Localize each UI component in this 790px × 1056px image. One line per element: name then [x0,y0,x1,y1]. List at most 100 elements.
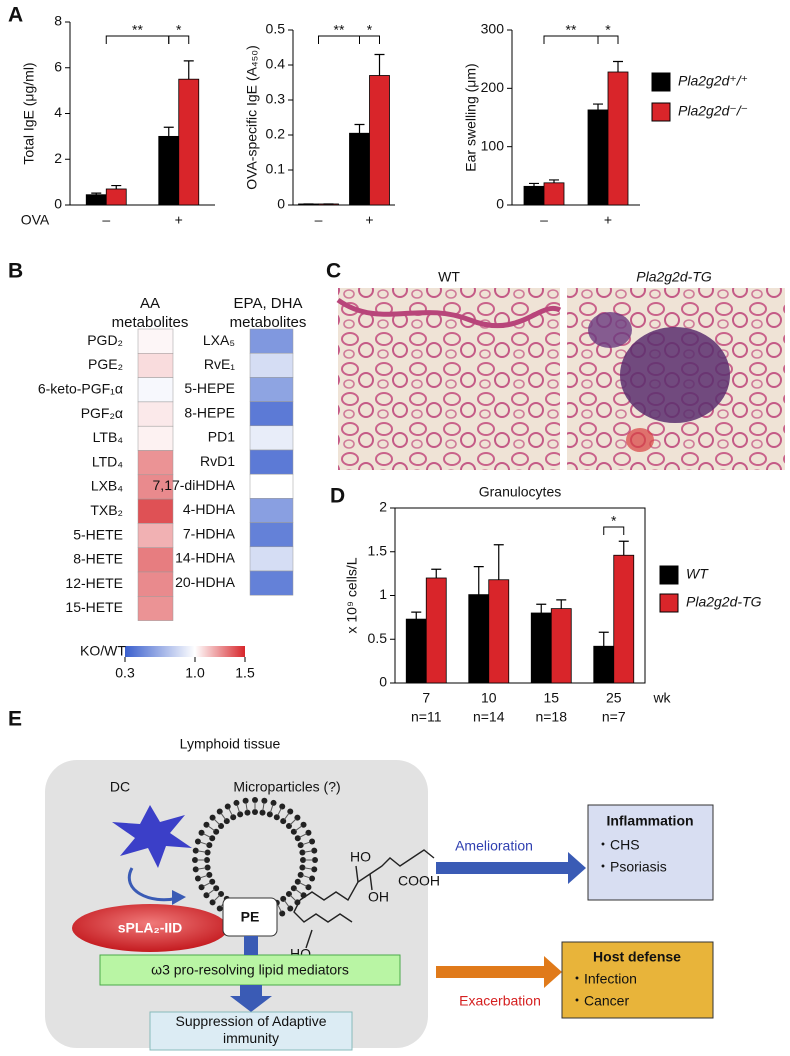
lipid-head [237,811,244,818]
row-label: 6-keto-PGF₁α [38,380,123,396]
lipid-head [206,871,213,878]
x-tick-label: + [365,212,373,228]
heatmap-cell [137,596,174,621]
y-tick-label: 0.5 [266,21,286,37]
row-label: PGF₂α [81,405,123,421]
legend-label: WT [686,566,709,582]
lipid-head [204,864,211,871]
x-tick-label: 25 [606,690,622,706]
error-bar [598,631,609,647]
row-label: RvE₁ [204,356,235,372]
bar [530,612,552,684]
y-tick-label: 1.5 [368,542,388,558]
lipid-head [194,875,201,882]
effect-title: Inflammation [606,813,693,829]
error-bar [431,568,442,578]
mediator-box [99,954,401,986]
outcome-label: Suppression of Adaptive immunity [175,1013,327,1046]
error-bar [374,53,385,76]
y-tick-label: 0.4 [266,56,286,72]
bar [369,75,390,206]
lipid-tail [299,882,307,887]
image-label: WT [438,269,460,285]
tissue-detail [336,297,562,329]
heatmap-cell [137,425,174,451]
molecule-label: HO [350,849,371,865]
legend-label: Pla2g2d-TG [686,594,762,610]
lipid-head [233,799,240,806]
heatmap-cell [249,498,294,523]
y-tick-label: 2 [379,499,387,515]
lipid-head [192,857,198,863]
x-tick-label: – [102,212,110,228]
lipid-tail [295,888,303,895]
significance-label: ** [334,22,345,38]
bar [105,188,127,206]
effect-item: ・Psoriasis [596,859,667,875]
row-label: 15-HETE [65,599,123,615]
image-label: Pla2g2d-TG [636,269,712,285]
lipid-tail [269,804,274,813]
row-label: 8-HETE [73,551,123,567]
molecule-bond [355,865,359,883]
lipid-head [206,842,213,849]
lipid-head [261,797,268,804]
colorbar-tick-label: 1.0 [185,665,205,681]
bar [550,608,572,684]
lipid-head [297,842,304,849]
bar [587,109,609,206]
lipid-head [299,864,306,871]
lipid-head [224,803,231,810]
lipid-head [244,809,251,816]
infiltrate [620,327,730,423]
lipid-head [192,847,199,854]
molecule-bond [305,929,313,949]
y-tick-label: 200 [481,79,505,95]
heatmap-cell [249,546,294,572]
heatmap-cell [249,425,294,451]
significance-bracket [359,35,380,44]
lipid-tail [302,874,311,879]
lipid-head [279,803,286,810]
y-tick-label: 0.2 [266,126,286,142]
bar [523,185,545,206]
y-tick-label: 6 [54,58,62,74]
lipid-tail [283,812,290,820]
lipid-tail [277,808,282,816]
lipid-label: PE [241,909,260,925]
y-axis-label: OVA-specific IgE (A₄₅₀) [244,45,260,190]
heatmap-cell [137,377,174,403]
chart-title: Granulocytes [479,484,561,500]
particle-label: Microparticles (?) [233,779,340,795]
lipid-tail [213,818,220,825]
significance-bracket [597,35,619,44]
legend-swatch [651,72,671,92]
bar [349,132,370,206]
effect-item: ・Cancer [570,993,629,1009]
heatmap-cell [249,377,294,402]
significance-bracket [168,35,190,44]
lipid-head [297,871,304,878]
panel-letter: D [330,485,345,508]
lipid-tail [220,812,227,820]
row-label: RvD1 [200,453,235,469]
lipid-head [305,829,312,836]
microparticle [192,797,318,923]
legend-swatch [659,565,679,585]
lipid-head [300,857,306,863]
mediator-label: ω3 pro-resolving lipid mediators [151,962,349,978]
error-bar [593,103,603,110]
lipid-tail [304,867,313,870]
significance-label: * [367,22,373,38]
y-axis-label: Ear swelling (μm) [463,63,479,171]
error-bar [613,60,623,72]
lipid-head [204,857,210,863]
x-tick-label: 10 [481,690,497,706]
lipid-head [305,884,312,891]
row-label: 4-HDHA [183,501,236,517]
error-bar [91,192,102,195]
bar [613,554,635,684]
bar [607,71,629,206]
bar [468,594,490,684]
row-label: 7-HDHA [183,525,236,541]
